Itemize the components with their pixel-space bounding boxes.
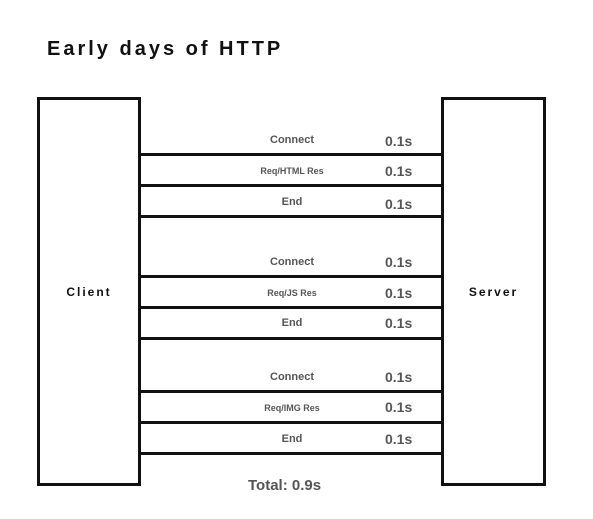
step-time: 0.1s (385, 196, 413, 212)
step-label: End (281, 317, 303, 329)
step-label: Connect (270, 134, 314, 146)
connection-line (140, 337, 442, 340)
client-box: Client (37, 97, 141, 486)
client-label: Client (66, 284, 112, 299)
step-time: 0.1s (385, 315, 413, 331)
connection-line (140, 390, 442, 393)
connection-line (140, 306, 442, 309)
step-label: Connect (270, 371, 314, 383)
step-label: End (281, 196, 303, 208)
server-box: Server (441, 97, 546, 486)
step-time: 0.1s (385, 431, 413, 447)
connection-line (140, 421, 442, 424)
connection-line (140, 275, 442, 278)
step-label: Connect (270, 256, 314, 268)
connection-line (140, 184, 442, 187)
step-label: Req/IMG Res (264, 403, 320, 413)
step-time: 0.1s (385, 254, 413, 270)
server-label: Server (468, 284, 519, 299)
step-label: Req/JS Res (267, 288, 317, 298)
step-time: 0.1s (385, 163, 413, 179)
connection-line (140, 153, 442, 156)
connection-line (140, 215, 442, 218)
step-time: 0.1s (385, 399, 413, 415)
diagram-title: Early days of HTTP (47, 38, 284, 60)
step-label: Req/HTML Res (260, 166, 324, 176)
step-time: 0.1s (385, 133, 413, 149)
step-label: End (281, 433, 303, 445)
total-time: Total: 0.9s (248, 477, 322, 494)
step-time: 0.1s (385, 369, 413, 385)
connection-line (140, 452, 442, 455)
step-time: 0.1s (385, 285, 413, 301)
